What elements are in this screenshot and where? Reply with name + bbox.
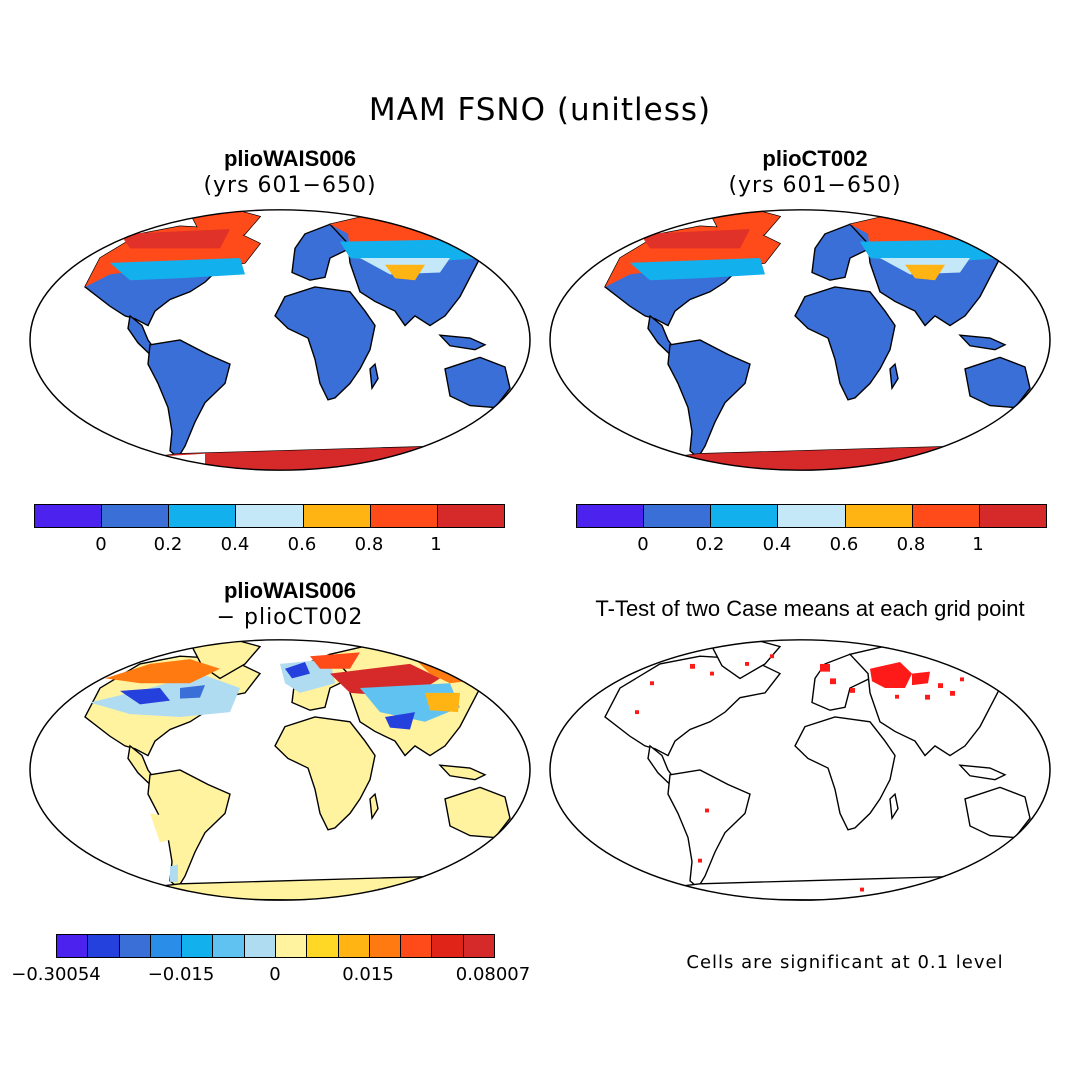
colorbar-top-left: [34, 504, 505, 528]
colorbar-swatch: [979, 505, 1046, 527]
colorbar-swatch: [912, 505, 980, 527]
colorbar-top-right: [576, 504, 1047, 528]
colorbar-swatch: [35, 505, 103, 527]
colorbar-swatch: [169, 505, 237, 527]
colorbar-swatch: [338, 935, 370, 957]
panel-subtitle-bottom-left: − plioCT002: [216, 605, 364, 630]
tick-label: 1: [430, 534, 442, 555]
colorbar-swatch: [119, 935, 151, 957]
colorbar-swatch: [711, 505, 779, 527]
colorbar-swatch: [57, 935, 89, 957]
colorbar-swatch: [644, 505, 712, 527]
colorbar-swatch: [275, 935, 308, 957]
tick-label: 0.015: [342, 964, 394, 985]
tick-label: 0.08007: [455, 964, 531, 985]
colorbar-swatch: [432, 935, 464, 957]
tick-label: 0.8: [896, 534, 926, 555]
panel-title-bottom-left: plioWAIS006: [223, 578, 357, 603]
colorbar-swatch: [577, 505, 645, 527]
colorbar-swatch: [370, 505, 438, 527]
colorbar-swatch: [307, 935, 339, 957]
colorbar-swatch: [401, 935, 433, 957]
map-bottom-right: [549, 639, 1051, 901]
colorbar-swatch: [236, 505, 304, 527]
tick-label: 0: [95, 534, 107, 555]
tick-label: 0.6: [829, 534, 859, 555]
tick-label: −0.015: [147, 964, 215, 985]
colorbar-swatch: [778, 505, 846, 527]
map-bottom-left: [29, 639, 531, 901]
tick-label: 0.2: [153, 534, 183, 555]
colorbar-swatch: [303, 505, 371, 527]
tick-label: 0.4: [762, 534, 792, 555]
colorbar-bottom-left: [56, 934, 495, 958]
tick-label: 0.4: [220, 534, 250, 555]
panel-title-top-left: plioWAIS006: [223, 146, 357, 171]
colorbar-swatch: [182, 935, 214, 957]
map-top-left: [29, 209, 531, 471]
map-top-right: [549, 209, 1051, 471]
panel-subtitle-top-right: (yrs 601−650): [728, 173, 902, 198]
tick-label: 0.8: [354, 534, 384, 555]
tick-label: 1: [972, 534, 984, 555]
colorbar-swatch: [369, 935, 402, 957]
figure-title: MAM FSNO (unitless): [368, 92, 712, 128]
colorbar-swatch: [88, 935, 120, 957]
colorbar-swatch: [213, 935, 245, 957]
panel-subtitle-top-left: (yrs 601−650): [203, 173, 377, 198]
tick-label: 0.2: [695, 534, 725, 555]
tick-label: −0.30054: [11, 964, 101, 985]
panel-title-top-right: plioCT002: [762, 146, 868, 171]
colorbar-swatch: [845, 505, 913, 527]
colorbar-swatch: [463, 935, 494, 957]
tick-label: 0: [269, 964, 281, 985]
tick-label: 0: [637, 534, 649, 555]
colorbar-swatch: [102, 505, 170, 527]
tick-label: 0.6: [287, 534, 317, 555]
significance-note: Cells are significant at 0.1 level: [686, 952, 1004, 973]
colorbar-swatch: [437, 505, 504, 527]
panel-title-bottom-right: T-Test of two Case means at each grid po…: [595, 596, 1025, 621]
colorbar-swatch: [150, 935, 183, 957]
colorbar-swatch: [244, 935, 276, 957]
